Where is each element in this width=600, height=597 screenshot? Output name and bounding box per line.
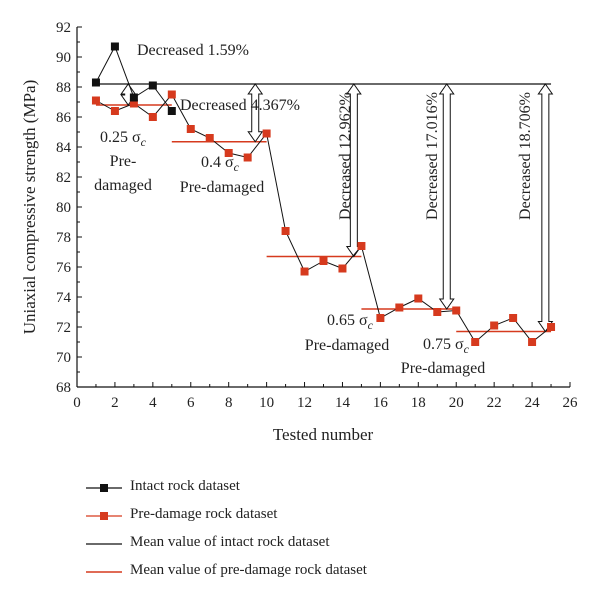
annotation-decreased-5: Decreased 18.706% xyxy=(517,92,534,220)
x-tick-label: 16 xyxy=(373,395,389,411)
y-tick-label: 70 xyxy=(56,350,71,366)
predamage-point xyxy=(414,294,423,303)
predamage-point xyxy=(129,99,138,108)
y-tick-label: 92 xyxy=(56,20,71,36)
x-tick-label: 12 xyxy=(297,395,312,411)
y-tick-label: 68 xyxy=(56,380,71,396)
group-label-065-line2: Pre-damaged xyxy=(305,337,389,354)
x-tick-label: 14 xyxy=(335,395,351,411)
legend-label-intact: Intact rock dataset xyxy=(130,478,240,494)
intact-point xyxy=(167,107,176,115)
predamage-point xyxy=(243,153,252,162)
group-label-065-sigma: 0.65 σc xyxy=(327,312,374,332)
predamage-point xyxy=(224,149,233,157)
intact-point xyxy=(129,93,138,102)
y-tick-label: 72 xyxy=(56,320,71,336)
predamage-point xyxy=(471,338,480,346)
predamage-point xyxy=(110,107,119,115)
annotation-decreased-2: Decreased 4.367% xyxy=(180,97,300,114)
predamage-series-line xyxy=(95,93,552,343)
predamage-point xyxy=(433,308,442,316)
group-label-075-line2: Pre-damaged xyxy=(401,360,485,377)
predamage-point xyxy=(281,227,290,235)
intact-point xyxy=(110,42,119,51)
y-tick-label: 78 xyxy=(56,230,71,246)
decrease-arrows xyxy=(120,83,554,333)
predamage-point xyxy=(395,303,404,312)
predamage-point xyxy=(205,134,214,142)
decrease-arrow xyxy=(247,83,264,143)
predamage-point xyxy=(186,125,195,133)
x-tick-label: 4 xyxy=(149,395,157,411)
annotation-decreased-1: Decreased 1.59% xyxy=(137,42,249,59)
x-tick-label: 24 xyxy=(525,395,541,411)
predamage-point xyxy=(319,257,328,265)
x-tick-label: 0 xyxy=(73,395,81,411)
predamage-point xyxy=(528,338,537,346)
predamage-point xyxy=(338,264,347,273)
x-tick-label: 2 xyxy=(111,395,119,411)
x-tick-label: 20 xyxy=(449,395,464,411)
predamage-point xyxy=(376,314,385,322)
predamage-point xyxy=(357,242,366,250)
group-label-025-sigma: 0.25 σc xyxy=(100,129,147,149)
predamage-point xyxy=(547,323,556,331)
y-tick-label: 88 xyxy=(56,80,71,96)
legend-label-intact-mean: Mean value of intact rock dataset xyxy=(130,534,330,550)
predamage-point xyxy=(91,96,100,105)
y-tick-label: 80 xyxy=(56,200,71,216)
legend: Intact rock dataset Pre-damage rock data… xyxy=(84,475,504,587)
decrease-arrow xyxy=(537,83,554,333)
plot-axes xyxy=(76,26,571,388)
legend-swatch-predamage xyxy=(86,512,122,520)
series-markers xyxy=(91,42,556,346)
y-tick-label: 84 xyxy=(56,140,72,156)
legend-item-predamage: Pre-damage rock dataset xyxy=(84,503,504,531)
chart: 0 2 4 6 8 10 12 14 16 18 20 22 24 2668707274767880828… xyxy=(20,20,578,444)
predamage-point xyxy=(490,321,499,330)
y-tick-label: 86 xyxy=(56,110,72,126)
decrease-arrow xyxy=(345,83,362,258)
legend-item-intact-mean: Mean value of intact rock dataset xyxy=(84,531,504,559)
y-axis-label: Uniaxial compressive strength (MPa) xyxy=(20,80,39,334)
group-label-04-line2: Pre-damaged xyxy=(180,179,264,196)
x-tick-label: 18 xyxy=(411,395,426,411)
y-tick-label: 76 xyxy=(56,260,72,276)
legend-swatch-intact xyxy=(86,484,122,492)
x-tick-label: 8 xyxy=(225,395,233,411)
y-tick-label: 82 xyxy=(56,170,71,186)
legend-swatch-intact-mean xyxy=(86,543,122,545)
predamage-point xyxy=(452,306,461,315)
predamage-point xyxy=(262,129,271,138)
predamage-point xyxy=(300,267,309,276)
group-label-025-line2: Pre- xyxy=(110,153,137,170)
x-axis-label: Tested number xyxy=(273,425,374,444)
annotation-decreased-4: Decreased 17.016% xyxy=(424,92,441,220)
series-lines xyxy=(95,45,552,343)
annotations: Decreased 1.59% Decreased 4.367% Decreased… xyxy=(94,42,534,377)
predamage-point xyxy=(167,90,176,99)
intact-point xyxy=(91,78,100,87)
predamage-point xyxy=(148,113,157,121)
legend-label-predamage: Pre-damage rock dataset xyxy=(130,506,278,522)
group-label-075-sigma: 0.75 σc xyxy=(423,336,470,356)
x-tick-label: 10 xyxy=(259,395,274,411)
legend-item-predamage-mean: Mean value of pre-damage rock dataset xyxy=(84,559,504,587)
tick-labels: 0 2 4 6 8 10 12 14 16 18 20 22 24 2668707274767880828… xyxy=(56,20,578,411)
decrease-arrow xyxy=(438,83,455,310)
y-tick-label: 74 xyxy=(56,290,72,306)
y-tick-label: 90 xyxy=(56,50,71,66)
x-tick-label: 22 xyxy=(487,395,502,411)
group-label-04-sigma: 0.4 σc xyxy=(201,154,240,174)
intact-point xyxy=(148,81,157,90)
legend-item-intact: Intact rock dataset xyxy=(84,475,504,503)
x-tick-label: 26 xyxy=(563,395,579,411)
legend-label-predamage-mean: Mean value of pre-damage rock dataset xyxy=(130,562,367,578)
x-tick-label: 6 xyxy=(187,395,195,411)
predamage-point xyxy=(509,314,518,322)
mean-lines xyxy=(95,83,552,333)
group-label-025-line3: damaged xyxy=(94,177,152,194)
legend-swatch-predamage-mean xyxy=(86,571,122,573)
annotation-decreased-3: Decreased 12.962% xyxy=(337,92,354,220)
